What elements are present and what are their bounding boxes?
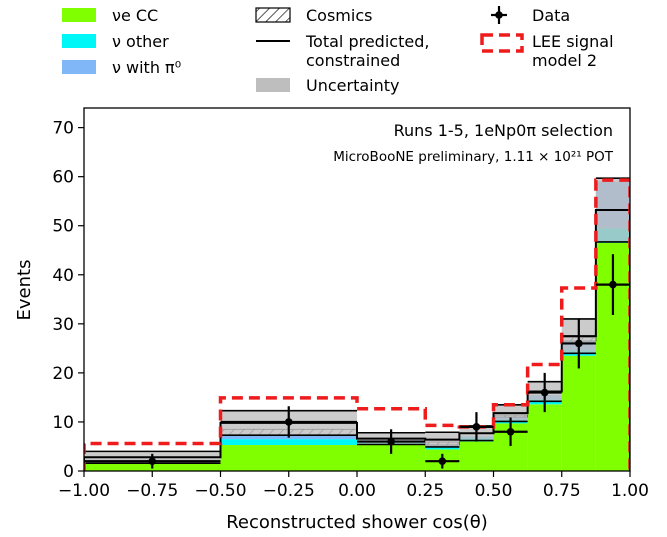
legend-swatch-3 [255,7,291,23]
legend-swatch-0 [62,8,96,22]
stack-group [84,177,630,471]
bar--e-cc-4 [459,441,494,471]
axes: −1.00 −0.75 −0.50 −0.25 0.00 0.25 0.50 0.75 1.00… [52,107,649,501]
y-tick-label-6: 60 [52,168,74,188]
data-points [84,254,630,469]
legend-entry-3: Cosmics [255,6,372,25]
annotation-exposure: MicroBooNE preliminary, 1.11 × 10²¹ POT [333,149,614,165]
data-point-2 [387,437,395,446]
x-axis-title: Reconstructed shower cos(θ) [226,512,488,533]
y-axis-title: Events [14,260,35,321]
legend-label-7-1: model 2 [532,51,597,70]
y-tick-label-4: 40 [52,266,74,286]
y-tick-label-0: 0 [63,462,74,482]
legend-swatch-7 [480,33,524,53]
legend-entry-6: Data [491,6,570,25]
annotation-selection: Runs 1-5, 1eNp0π selection [394,121,613,140]
data-point-0 [148,457,157,465]
legend-label-4-1: constrained [306,51,400,70]
data-point-5 [506,427,515,436]
plot-area [84,177,630,471]
x-tick-label-5: 0.25 [406,481,444,501]
y-tick-label-7: 70 [52,119,74,139]
data-point-8 [609,280,617,289]
bar--other-3 [425,446,460,450]
legend-label-5: Uncertainty [306,76,399,95]
x-tick-label-2: −0.50 [194,481,246,501]
y-tick-label-5: 50 [52,217,74,237]
y-tick-label-3: 30 [52,315,74,335]
data-point-7 [575,339,583,348]
legend-entry-4: Total predicted,constrained [256,32,429,70]
data-point-4 [472,423,481,431]
x-tick-label-3: −0.25 [263,481,315,501]
x-tick-label-1: −0.75 [126,481,178,501]
data-point-1 [284,418,293,426]
legend-label-6: Data [532,6,570,25]
legend-swatch-5 [256,78,290,92]
legend-label-1: ν other [112,32,169,51]
bar--e-cc-1 [220,445,357,471]
legend-swatch-2 [62,60,96,74]
bar--e-cc-6 [527,404,562,471]
legend-entry-2: ν with π⁰ [62,58,181,77]
data-point-3 [438,457,447,465]
legend-swatch-6 [495,11,503,19]
legend-entry-0: νe CC [62,6,158,25]
data-point-6 [540,388,549,397]
x-tick-label-6: 0.50 [475,481,513,501]
legend-entry-1: ν other [62,32,169,51]
legend-label-2: ν with π⁰ [112,58,181,77]
y-tick-label-2: 20 [52,364,74,384]
y-tick-label-1: 10 [52,413,74,433]
x-tick-label-8: 1.00 [611,481,649,501]
x-tick-label-0: −1.00 [58,481,110,501]
legend-label-3: Cosmics [306,6,372,25]
legend-swatch-1 [62,34,96,48]
legend-label-4: Total predicted, [305,32,429,51]
legend-entry-5: Uncertainty [256,76,399,95]
bar--other-1 [220,439,357,446]
legend: νe CC ν other ν with π⁰ Cosmics Total predic… [62,6,614,95]
x-tick-label-4: 0.00 [338,481,376,501]
bar--e-cc-7 [561,355,596,471]
legend-label-7: LEE signal [532,32,614,51]
x-tick-label-7: 0.75 [543,481,581,501]
legend-label-0: νe CC [112,6,158,25]
